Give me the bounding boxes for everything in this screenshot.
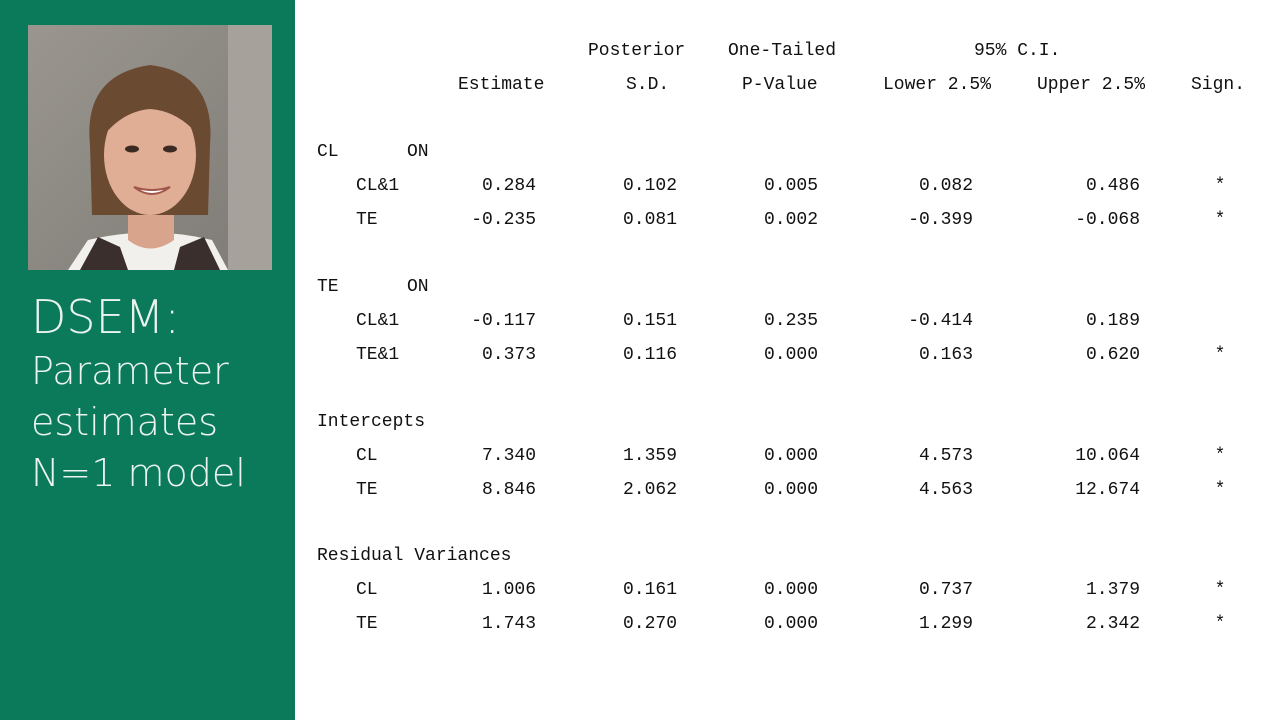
row-p-value: 0.235: [763, 311, 818, 331]
section-label-on: ON: [407, 277, 429, 297]
slide-title: DSEM: Parameter estimates N=1 model: [31, 288, 286, 499]
row-parameter-name: TE&1: [356, 345, 400, 365]
row-estimate: 7.340: [481, 446, 536, 466]
row-upper-ci: 2.342: [1085, 614, 1140, 634]
sidebar-panel: DSEM: Parameter estimates N=1 model: [0, 0, 295, 720]
row-posterior-sd: 2.062: [622, 480, 677, 500]
row-significance: *: [1214, 176, 1226, 196]
header-lower: Lower 2.5%: [883, 75, 992, 95]
row-upper-ci: 10.064: [1075, 446, 1140, 466]
row-parameter-name: CL&1: [356, 176, 400, 196]
section-label-on: ON: [407, 142, 429, 162]
presenter-image: [28, 25, 272, 270]
row-posterior-sd: 0.116: [622, 345, 677, 365]
row-significance: *: [1214, 480, 1226, 500]
row-lower-ci: 0.163: [918, 345, 973, 365]
header-posterior: Posterior: [588, 41, 686, 61]
slide-title-line1: DSEM:: [31, 290, 180, 344]
row-parameter-name: TE: [356, 480, 378, 500]
row-upper-ci: -0.068: [1075, 210, 1140, 230]
row-posterior-sd: 0.081: [622, 210, 677, 230]
row-estimate: 0.284: [481, 176, 536, 196]
row-parameter-name: CL&1: [356, 311, 400, 331]
section-label: TE: [317, 277, 339, 297]
row-posterior-sd: 0.161: [622, 580, 677, 600]
header-one-tailed: One-Tailed: [728, 41, 837, 61]
row-significance: *: [1214, 345, 1226, 365]
slide-title-line3: estimates: [31, 400, 219, 444]
row-p-value: 0.002: [763, 210, 818, 230]
row-lower-ci: 0.737: [918, 580, 973, 600]
header-pvalue: P-Value: [742, 75, 818, 95]
row-upper-ci: 12.674: [1075, 480, 1140, 500]
row-posterior-sd: 0.102: [622, 176, 677, 196]
row-posterior-sd: 0.151: [622, 311, 677, 331]
row-p-value: 0.000: [763, 580, 818, 600]
slide-title-line2: Parameter: [31, 349, 229, 393]
header-upper: Upper 2.5%: [1037, 75, 1146, 95]
row-p-value: 0.000: [763, 345, 818, 365]
row-estimate: 8.846: [481, 480, 536, 500]
section-label: Residual Variances: [317, 546, 512, 566]
row-lower-ci: -0.414: [908, 311, 973, 331]
row-p-value: 0.000: [763, 614, 818, 634]
header-ci: 95% C.I.: [974, 41, 1061, 61]
row-estimate: 1.006: [481, 580, 536, 600]
row-parameter-name: CL: [356, 580, 378, 600]
header-estimate: Estimate: [458, 75, 545, 95]
row-parameter-name: CL: [356, 446, 378, 466]
row-p-value: 0.005: [763, 176, 818, 196]
row-lower-ci: 0.082: [918, 176, 973, 196]
row-posterior-sd: 0.270: [622, 614, 677, 634]
row-posterior-sd: 1.359: [622, 446, 677, 466]
row-lower-ci: -0.399: [908, 210, 973, 230]
row-p-value: 0.000: [763, 480, 818, 500]
row-lower-ci: 4.573: [918, 446, 973, 466]
row-lower-ci: 1.299: [918, 614, 973, 634]
row-lower-ci: 4.563: [918, 480, 973, 500]
section-label: CL: [317, 142, 339, 162]
presenter-video: [28, 25, 272, 270]
row-estimate: -0.235: [471, 210, 536, 230]
header-sd: S.D.: [626, 75, 670, 95]
row-significance: *: [1214, 446, 1226, 466]
row-estimate: 1.743: [481, 614, 536, 634]
row-parameter-name: TE: [356, 210, 378, 230]
row-p-value: 0.000: [763, 446, 818, 466]
row-parameter-name: TE: [356, 614, 378, 634]
header-sign: Sign.: [1191, 75, 1246, 95]
row-upper-ci: 0.189: [1085, 311, 1140, 331]
row-estimate: -0.117: [471, 311, 536, 331]
row-upper-ci: 1.379: [1085, 580, 1140, 600]
row-estimate: 0.373: [481, 345, 536, 365]
row-upper-ci: 0.486: [1085, 176, 1140, 196]
row-upper-ci: 0.620: [1085, 345, 1140, 365]
section-label: Intercepts: [317, 412, 426, 432]
row-significance: *: [1214, 614, 1226, 634]
row-significance: *: [1214, 580, 1226, 600]
slide-title-line4: N=1 model: [31, 451, 246, 495]
row-significance: *: [1214, 210, 1226, 230]
